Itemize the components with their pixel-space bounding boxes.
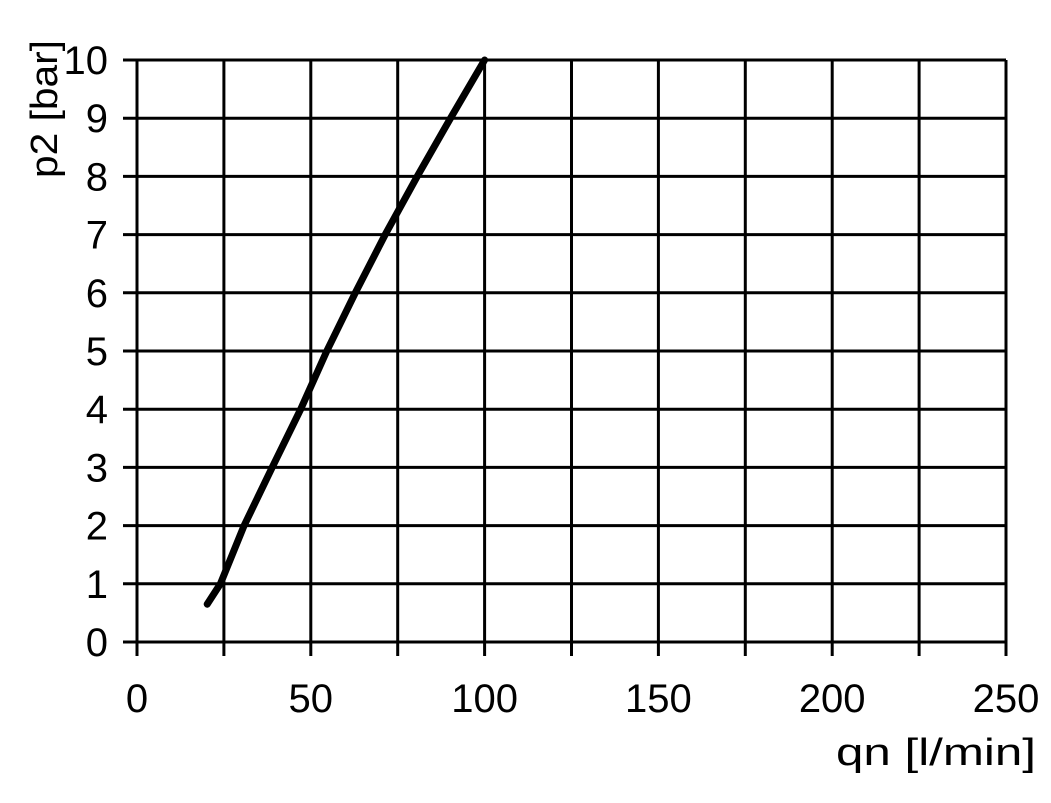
y-tick-label: 2 — [86, 505, 108, 549]
y-tick-label: 10 — [64, 39, 109, 83]
series — [203, 56, 489, 608]
x-tick-label: 250 — [973, 677, 1040, 721]
series-line — [203, 56, 489, 608]
y-tick-label: 9 — [86, 97, 108, 141]
x-tick-label: 200 — [799, 677, 866, 721]
x-axis-label: qn [l/min] — [836, 732, 1036, 774]
x-tick-label: 100 — [451, 677, 518, 721]
y-axis-label: p2 [bar] — [24, 40, 66, 178]
y-tick-label: 8 — [86, 155, 108, 199]
y-tick-label: 1 — [86, 563, 108, 607]
y-tick-label: 6 — [86, 272, 108, 316]
grid — [123, 58, 1008, 656]
x-tick-label: 50 — [289, 677, 334, 721]
y-tick-label: 3 — [86, 446, 108, 490]
tick-labels: 0 50 100 150 200 250 0 1 2 3 4 5 6 7 8 9 10 — [64, 39, 1040, 721]
x-tick-label: 150 — [625, 677, 692, 721]
x-tick-label: 0 — [126, 677, 148, 721]
y-tick-label: 0 — [86, 621, 108, 665]
y-tick-label: 5 — [86, 330, 108, 374]
y-tick-label: 4 — [86, 388, 108, 432]
y-tick-label: 7 — [86, 214, 108, 258]
